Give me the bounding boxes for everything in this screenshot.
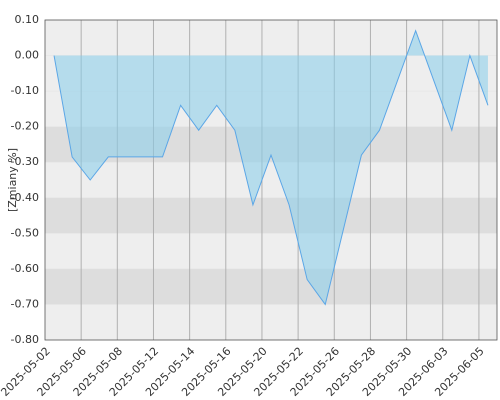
y-tick-label: -0.70 [11,297,39,310]
y-tick-label: -0.40 [11,191,39,204]
y-axis-label: [Zmiany %] [6,148,19,212]
y-tick-label: 0.00 [15,49,40,62]
y-tick-label: -0.30 [11,155,39,168]
y-tick-label: -0.10 [11,84,39,97]
y-tick-label: 0.10 [15,13,40,26]
y-tick-label: -0.50 [11,226,39,239]
y-tick-label: -0.80 [11,333,39,346]
y-tick-label: -0.60 [11,262,39,275]
plot-border [44,19,498,341]
grid-band [45,197,497,234]
area-line [53,29,489,306]
grid-band [45,268,497,305]
y-tick-label: -0.20 [11,120,39,133]
area-fill [54,30,488,305]
